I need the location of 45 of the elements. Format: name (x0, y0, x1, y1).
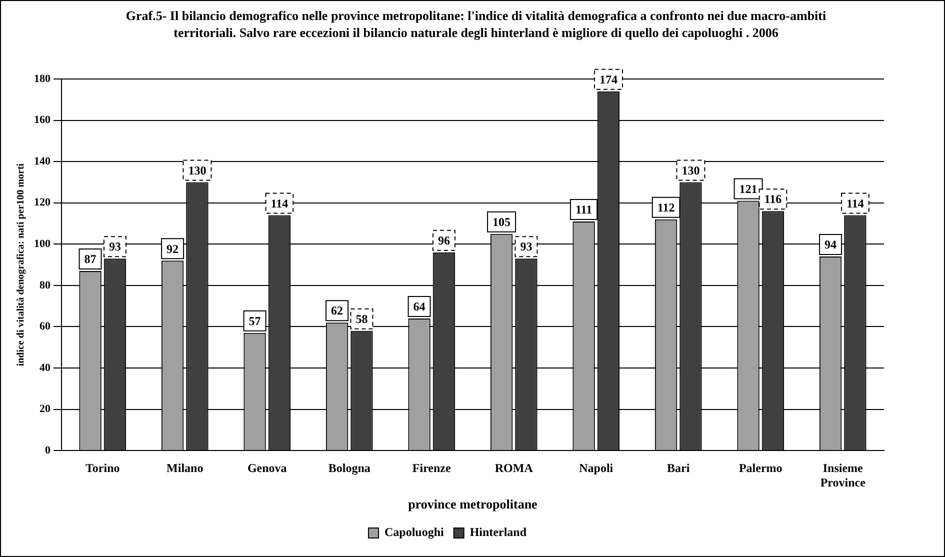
x-tick-label: Torino (86, 460, 120, 475)
x-tick-label: Bari (667, 460, 690, 475)
data-label: 174 (599, 72, 618, 86)
data-label: 93 (108, 240, 121, 254)
x-tick-label: Milano (166, 460, 204, 475)
y-tick-label: 120 (34, 196, 51, 209)
x-tick-label: Insieme Province (820, 460, 866, 490)
data-label: 114 (846, 196, 864, 210)
x-axis-title: province metropolitane (408, 496, 538, 512)
data-label: 62 (331, 304, 344, 318)
y-tick-label: 0 (45, 444, 51, 456)
y-tick-label: 180 (34, 72, 51, 85)
data-label: 64 (413, 300, 426, 314)
x-tick-label: Palermo (738, 460, 782, 475)
data-label: 87 (84, 252, 96, 266)
y-tick-label: 160 (34, 114, 51, 126)
chart-title: Graf.5- Il bilancio demografico nelle province metropolitane: l'indice di vitalità demografica a confronto nei due macro-ambiti territoriali. Salvo rare eccezioni il bilancio naturale degli hinterland è migliore di quello dei capoluoghi . 2006 (124, 7, 828, 41)
data-label: 111 (575, 202, 592, 217)
data-label: 114 (270, 196, 288, 210)
data-label: 93 (520, 240, 532, 254)
y-tick-label: 20 (40, 403, 51, 416)
data-label: 96 (438, 234, 450, 248)
x-tick-label: Firenze (412, 460, 452, 475)
x-tick-label: Napoli (579, 460, 614, 475)
data-label: 57 (248, 314, 261, 328)
data-label: 130 (682, 163, 700, 178)
data-label: 130 (188, 163, 206, 178)
y-tick-label: 40 (40, 362, 51, 374)
data-label: 116 (764, 192, 782, 206)
y-axis-title: indice di vitalità denografica: nati per100 morti (16, 163, 27, 366)
legend-label: Capoluoghi (384, 525, 445, 540)
data-label: 94 (824, 238, 837, 252)
x-tick-label: ROMA (494, 460, 534, 475)
data-label: 92 (166, 242, 179, 256)
y-tick-label: 60 (40, 320, 51, 333)
x-tick-label: Bologna (328, 460, 370, 475)
y-tick-label: 100 (34, 238, 51, 250)
y-tick-label: 140 (34, 155, 51, 168)
data-label: 105 (492, 214, 511, 229)
data-label: 112 (657, 200, 675, 214)
y-tick-label: 80 (40, 279, 51, 292)
data-label: 58 (356, 312, 368, 326)
legend-label: Hinterland (470, 525, 527, 540)
x-tick-label: Genova (247, 460, 287, 475)
data-label: 121 (739, 182, 758, 196)
